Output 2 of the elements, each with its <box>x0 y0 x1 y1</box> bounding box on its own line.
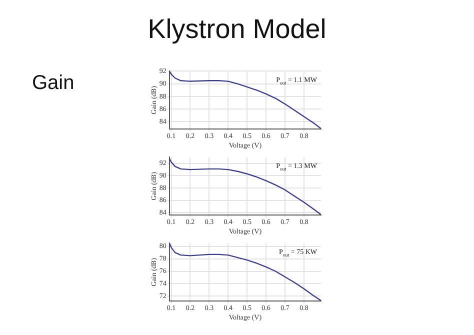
chart-title: Klystron Model <box>146 14 328 45</box>
chart-subtitle: Gain <box>32 72 74 95</box>
